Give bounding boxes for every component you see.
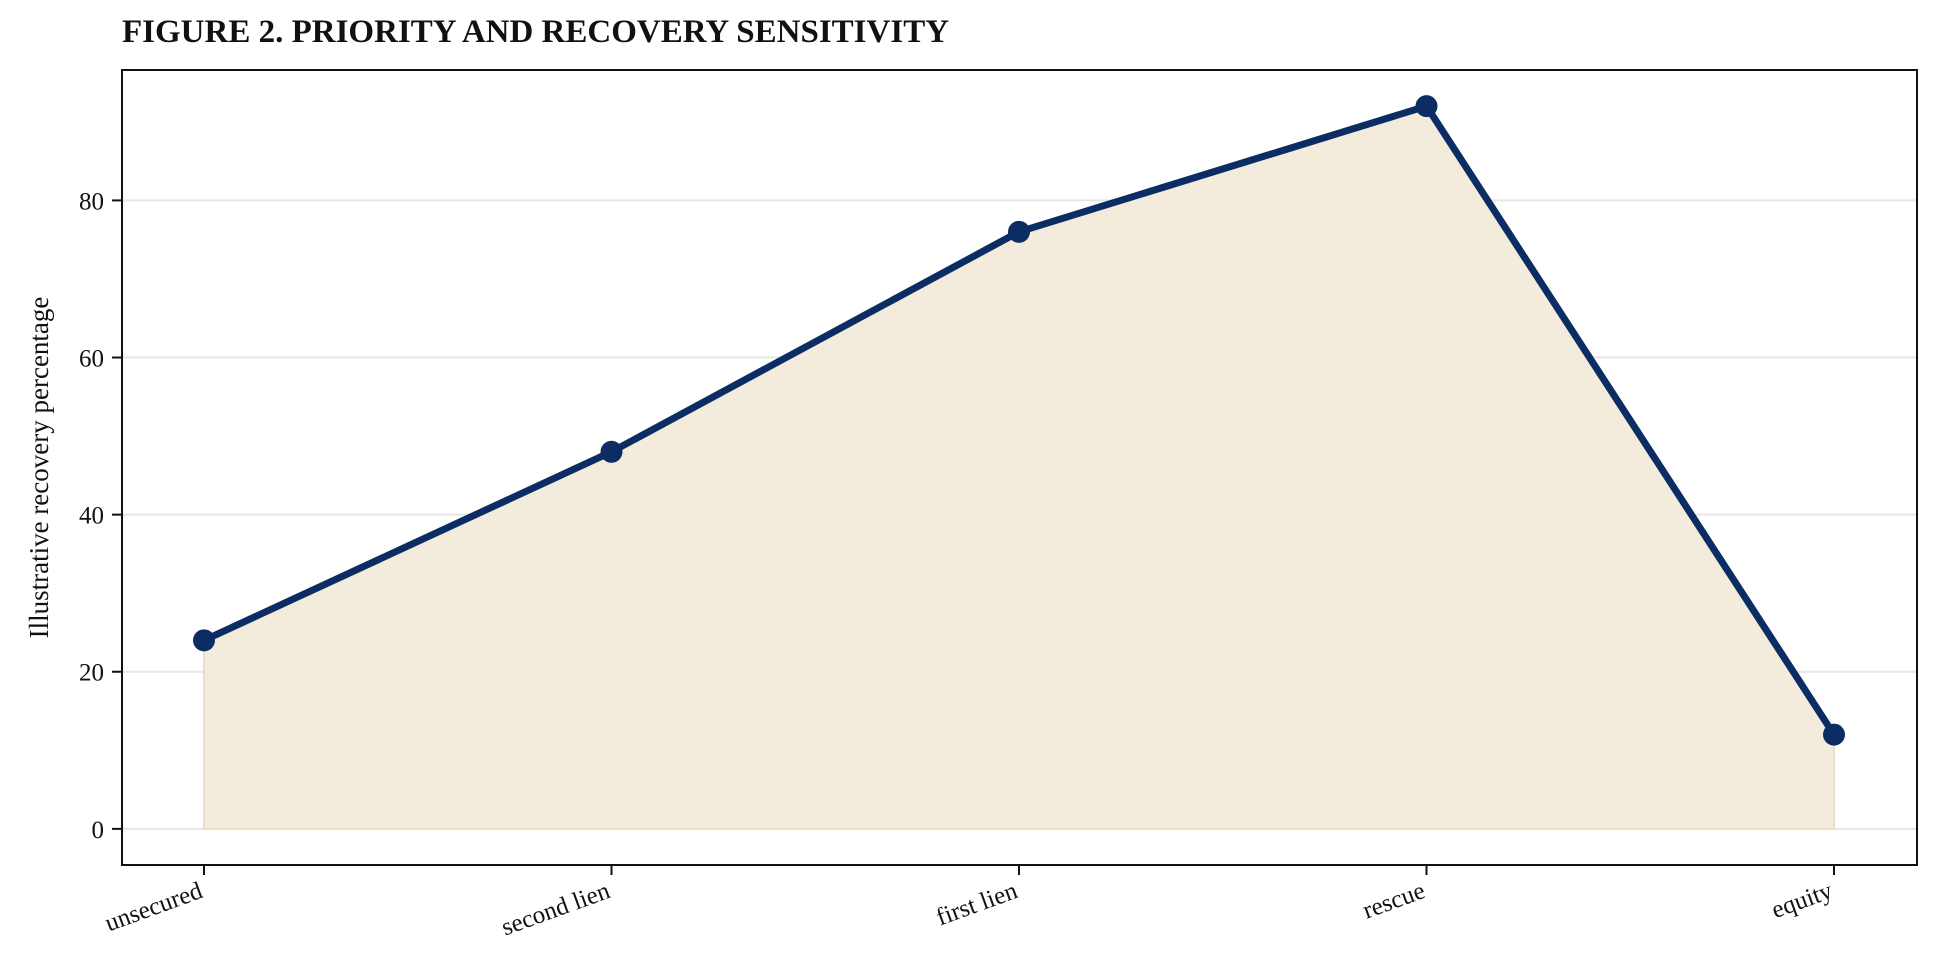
x-tick-label: rescue (1359, 877, 1428, 924)
area-fill (203, 104, 1835, 830)
x-axis: unsecured second lien first lien rescue equi… (102, 865, 1837, 941)
y-axis-label: Illustrative recovery percentage (24, 297, 54, 639)
x-tick-label: first lien (933, 877, 1022, 931)
y-tick-label: 20 (79, 660, 104, 687)
y-tick-label: 40 (79, 503, 104, 530)
data-point (193, 629, 215, 652)
data-point (1415, 95, 1438, 118)
y-tick-label: 80 (79, 188, 104, 215)
chart-title: FIGURE 2. PRIORITY AND RECOVERY SENSITIV… (122, 14, 950, 50)
x-tick-label: equity (1768, 877, 1836, 924)
data-point (1823, 723, 1845, 746)
x-tick-label: second lien (498, 877, 614, 941)
y-axis: 0 20 40 60 80 (79, 188, 122, 844)
y-tick-label: 60 (79, 346, 104, 373)
data-point (1008, 220, 1030, 243)
x-tick-label: unsecured (102, 877, 207, 937)
y-tick-label: 0 (92, 817, 105, 844)
data-point (600, 440, 623, 463)
data-points (193, 95, 1845, 746)
